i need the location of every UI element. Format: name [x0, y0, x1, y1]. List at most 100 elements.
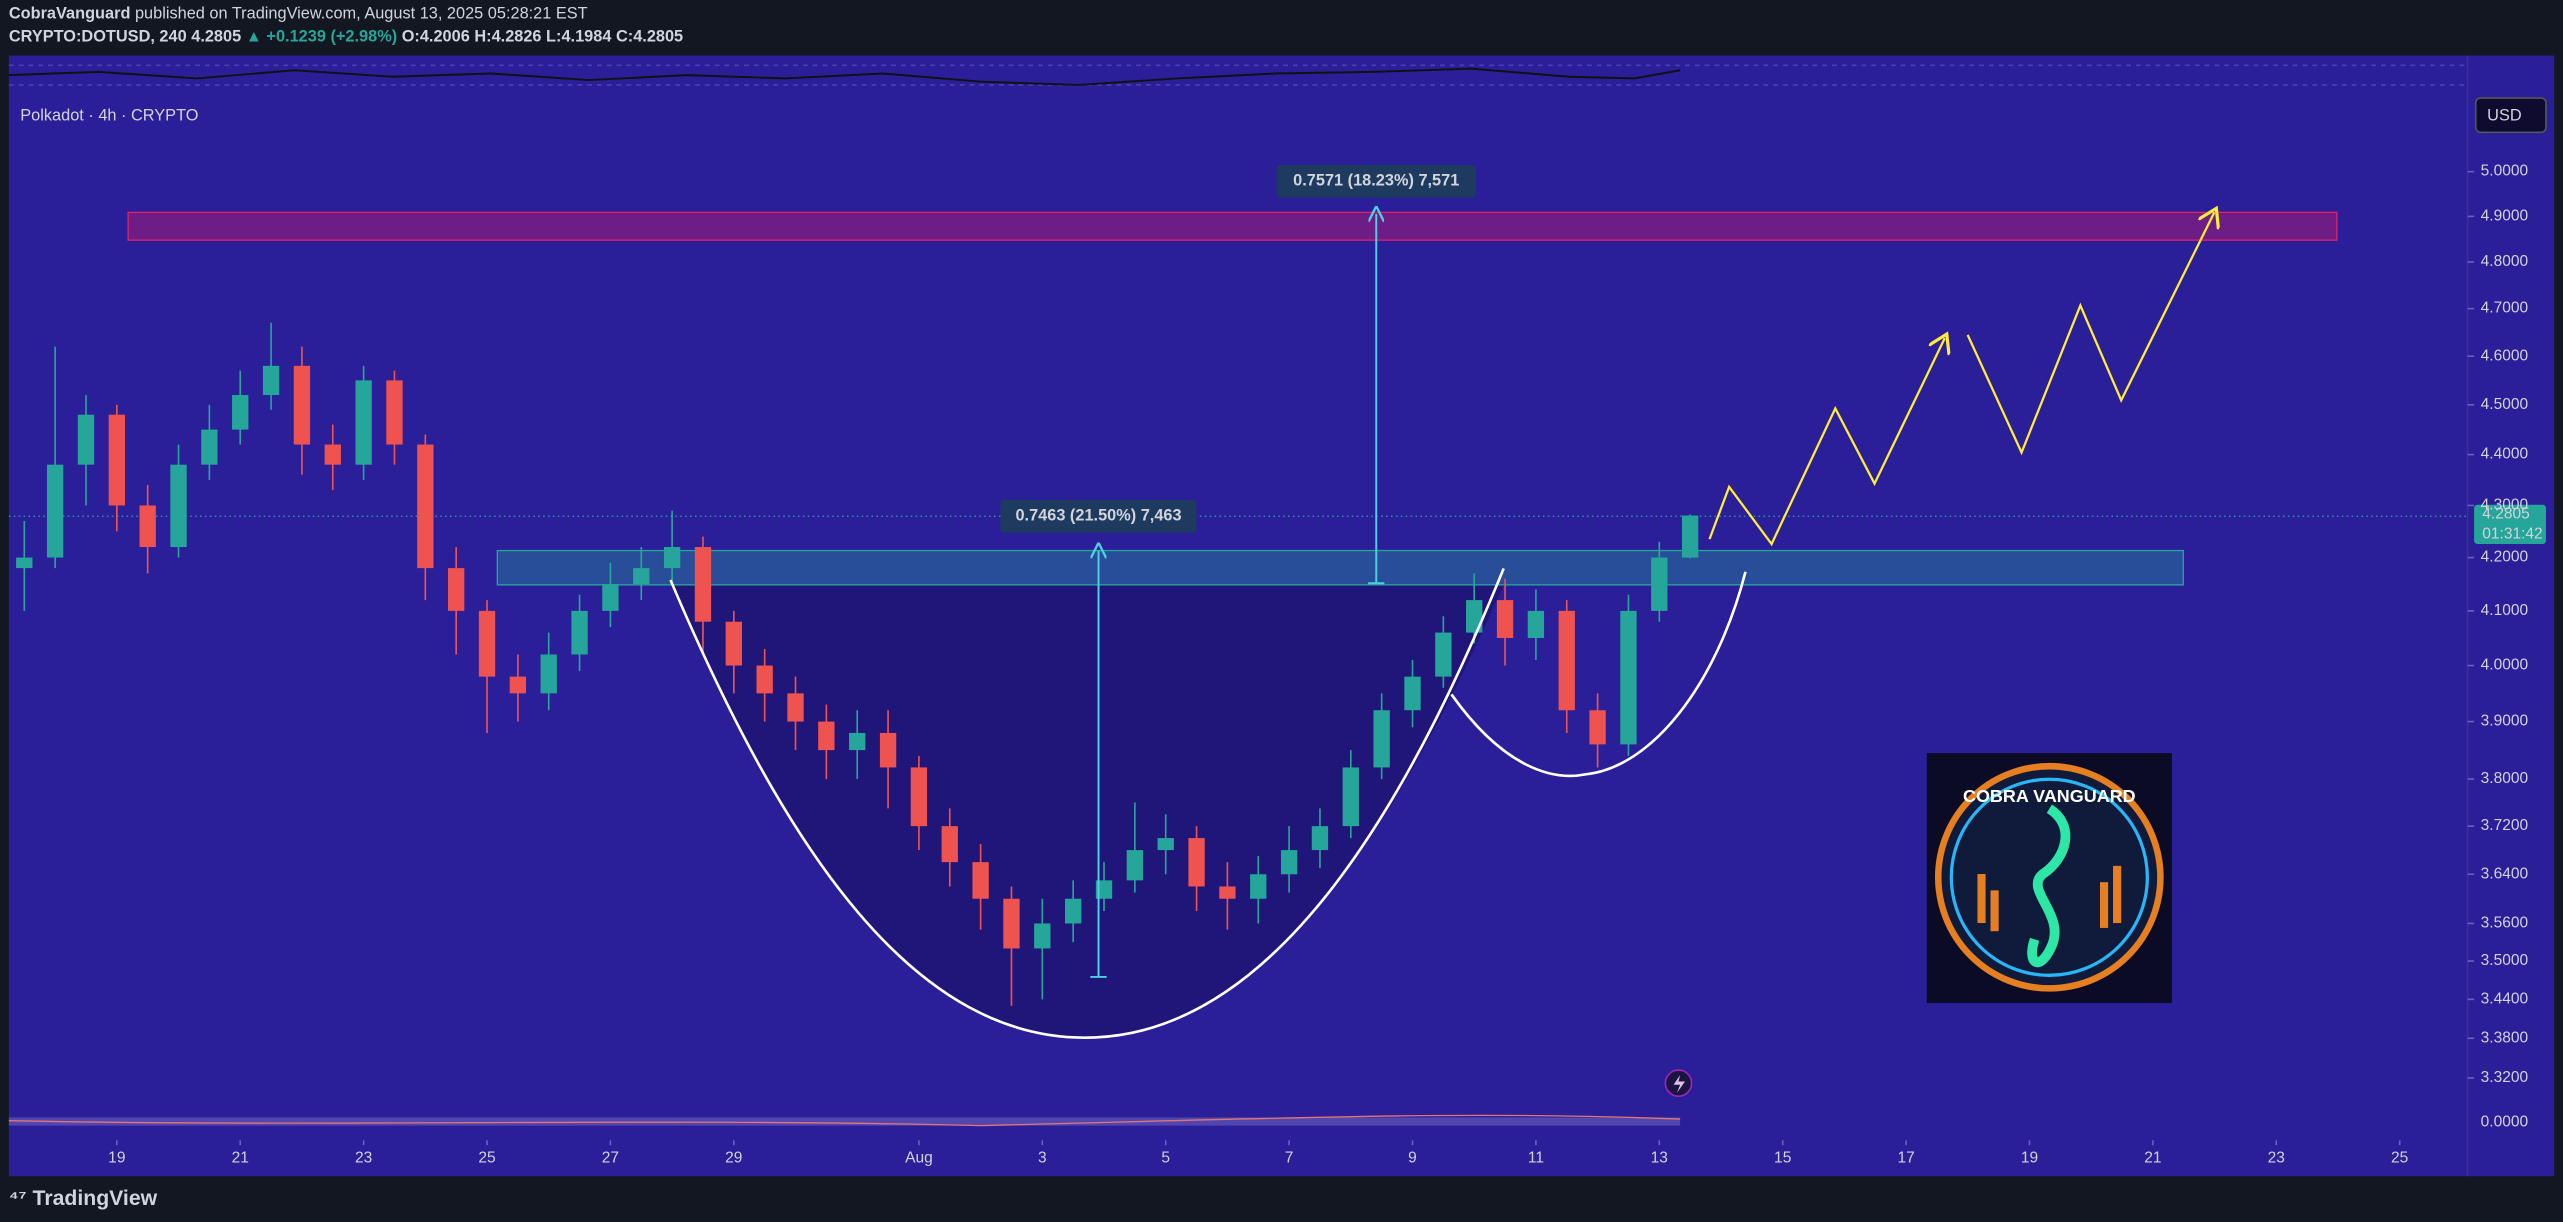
legend-title: Polkadot · 4h · CRYPTO	[20, 106, 198, 124]
candle-body	[170, 464, 187, 548]
y-tick-label: 3.5600	[2481, 915, 2529, 932]
candle-body	[1188, 838, 1205, 887]
y-tick-label: 4.7000	[2481, 300, 2529, 317]
measure-box	[1276, 165, 1476, 198]
candle-body	[1681, 515, 1699, 558]
x-tick-label: 19	[108, 1149, 125, 1166]
candle-body	[849, 732, 866, 751]
candle-body	[1219, 886, 1236, 899]
y-tick-label: 3.3200	[2481, 1069, 2529, 1086]
y-tick-label: 3.7200	[2481, 817, 2529, 834]
candle-body	[1466, 600, 1483, 633]
candle-body	[1126, 850, 1144, 881]
measure-label: 0.7571 (18.23%) 7,571	[1293, 172, 1459, 190]
y-tick-label: 4.8000	[2481, 253, 2529, 270]
projection	[1708, 338, 1945, 547]
candle-body	[1527, 610, 1545, 639]
x-tick-label: 25	[478, 1149, 495, 1166]
candle-body	[46, 464, 64, 558]
alert-bolt[interactable]	[1673, 1074, 1686, 1093]
x-tick-label: 23	[2268, 1149, 2285, 1166]
candle-body	[1250, 874, 1267, 899]
resistance-zone	[127, 211, 2338, 241]
candle-body	[448, 568, 465, 611]
candle-body	[1034, 923, 1051, 949]
x-tick-label: 13	[1651, 1149, 1668, 1166]
y-tick-label: 4.6000	[2481, 347, 2529, 364]
x-tick-label: 11	[1528, 1149, 1544, 1166]
candle-body	[602, 584, 619, 611]
candle-body	[633, 568, 650, 585]
x-tick-label: 21	[2144, 1149, 2161, 1166]
author: CobraVanguard	[9, 5, 131, 23]
symbol-line: CRYPTO:DOTUSD, 240 4.2805 ▲ +0.1239 (+2.…	[9, 28, 683, 46]
x-tick-label: 23	[355, 1149, 372, 1166]
candle-body	[77, 414, 95, 465]
breakout-zone	[496, 549, 2184, 586]
handle-curve	[1450, 571, 1747, 778]
x-tick-label: 21	[232, 1149, 249, 1166]
candle-body	[1404, 676, 1421, 711]
x-tick-label: 5	[1161, 1149, 1170, 1166]
candle-body	[787, 693, 804, 722]
ohlc: C:4.2805	[616, 28, 683, 46]
countdown: 01:31:42	[2482, 525, 2542, 542]
candle-body	[663, 547, 681, 569]
brand-logo: ⁴⁷	[9, 1187, 27, 1209]
candle-body	[879, 732, 897, 768]
currency-label[interactable]: USD	[2487, 106, 2522, 124]
y-tick-label: 3.4400	[2481, 990, 2529, 1007]
x-tick-label: Aug	[905, 1149, 933, 1166]
x-tick-label: 27	[602, 1149, 619, 1166]
candle-body	[1373, 710, 1390, 768]
candle-body	[1280, 850, 1298, 875]
candle-body	[1342, 767, 1359, 827]
candle-body	[1496, 600, 1514, 639]
cup-fill	[670, 584, 1504, 1038]
y-tick-label: 3.9000	[2481, 713, 2529, 730]
x-tick-label: 29	[725, 1149, 742, 1166]
measure-label: 0.7463 (21.50%) 7,463	[1015, 507, 1181, 525]
candle-body	[509, 676, 527, 694]
ohlc: L:4.1984	[546, 28, 611, 46]
logo-bar	[1990, 890, 1999, 932]
candle-body	[540, 654, 557, 694]
candle-body	[725, 621, 742, 666]
change: ▲ +0.1239 (+2.98%)	[246, 28, 397, 46]
y-tick-label: 3.8000	[2481, 770, 2529, 787]
candle-body	[1311, 826, 1329, 851]
indicator-line	[8, 1114, 1681, 1127]
projection	[1966, 212, 2215, 456]
x-tick-label: 9	[1408, 1149, 1417, 1166]
candle-body	[972, 862, 989, 899]
candle-body	[139, 505, 156, 548]
x-tick-label: 19	[2021, 1149, 2038, 1166]
published: published on TradingView.com, August 13,…	[135, 5, 588, 23]
candle-body	[478, 610, 496, 677]
candle-body	[910, 767, 928, 827]
footer-brand: ⁴⁷ TradingView	[9, 1187, 158, 1210]
y-tick-label: 5.0000	[2481, 163, 2529, 180]
candle-body	[1589, 710, 1606, 745]
candle-body	[1095, 880, 1113, 899]
currency-button[interactable]	[2474, 97, 2547, 134]
candle-body	[108, 414, 125, 506]
y-tick-label: 4.0000	[2481, 657, 2529, 674]
indicator-tick-label: 0.0000	[2481, 1113, 2529, 1130]
y-tick-label: 3.3800	[2481, 1029, 2529, 1046]
y-tick-label: 4.5000	[2481, 396, 2529, 413]
x-tick-label: 3	[1038, 1149, 1047, 1166]
candle-body	[1558, 610, 1575, 711]
logo-snake	[2027, 804, 2071, 968]
candle-body	[201, 429, 218, 465]
y-tick-label: 4.1000	[2481, 602, 2529, 619]
candle-body	[818, 721, 835, 751]
x-tick-label: 17	[1897, 1149, 1914, 1166]
y-tick-label: 3.6400	[2481, 865, 2529, 882]
candle-body	[1620, 610, 1637, 745]
candle-body	[262, 365, 280, 396]
candle-body	[324, 444, 341, 465]
ohlc: O:4.2006	[402, 28, 470, 46]
y-tick-label: 4.2000	[2481, 549, 2529, 566]
